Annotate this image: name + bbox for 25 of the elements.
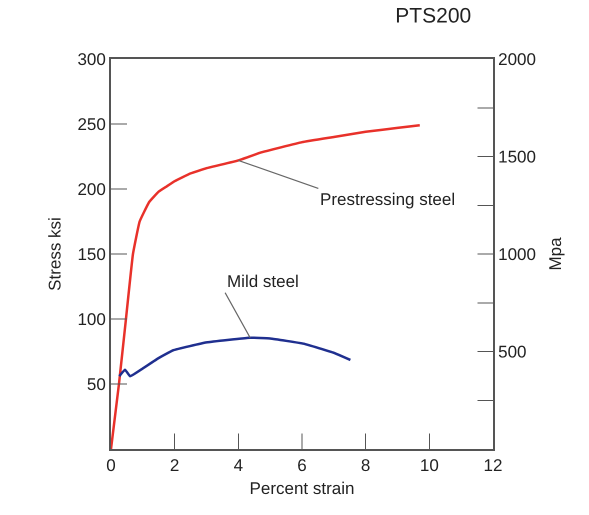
x-tick-label: 12 <box>484 456 502 476</box>
y-tick-label: 250 <box>77 114 106 134</box>
x-tick-label: 0 <box>106 456 116 476</box>
y2-tick-label: 500 <box>498 342 527 362</box>
x-tick-label: 2 <box>170 456 180 476</box>
chart-title: PTS200 <box>395 4 472 28</box>
x-tick-label: 8 <box>360 456 370 476</box>
y2-axis-title: Mpa <box>546 236 565 271</box>
y-tick-label: 100 <box>77 310 106 329</box>
y-axis-title: Stress ksi <box>46 217 65 291</box>
text: Mild steel <box>227 272 299 291</box>
x-axis-title: Percent strain <box>250 479 354 498</box>
y-tick-label: 200 <box>77 180 106 199</box>
x-tick-label: 10 <box>420 456 439 476</box>
line-series <box>111 124 422 449</box>
y-tick-label: 50 <box>86 374 106 394</box>
y2-tick-label: 2000 <box>498 50 536 69</box>
y-tick-label: 150 <box>77 244 106 264</box>
y2-tick-label: 1500 <box>498 147 536 166</box>
x-tick-label: 6 <box>297 456 307 476</box>
x-tick-label: 4 <box>234 456 244 476</box>
y2-tick-label: 1000 <box>498 244 536 264</box>
y-tick-label: 300 <box>77 50 106 69</box>
text: Prestressing steel <box>320 190 456 209</box>
line-series <box>118 336 352 378</box>
